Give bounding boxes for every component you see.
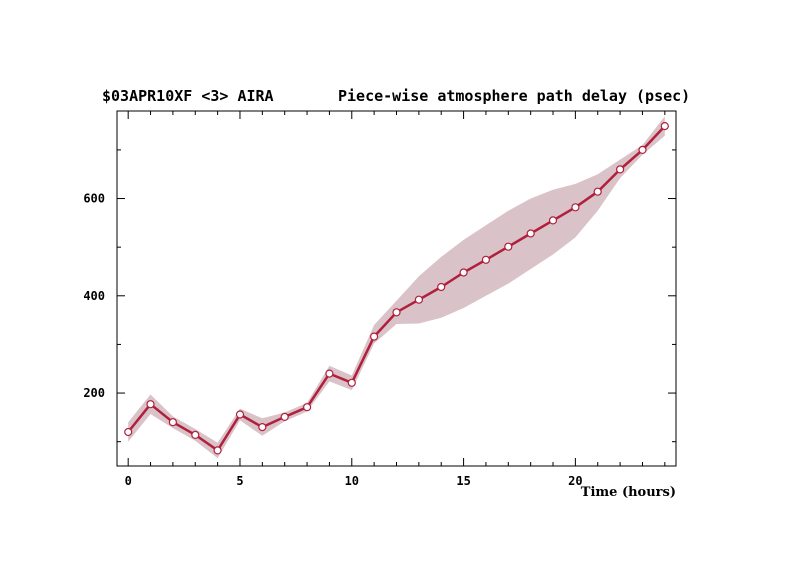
data-point — [392, 308, 401, 317]
data-point — [168, 418, 177, 427]
data-point — [325, 369, 334, 378]
x-tick-label: 0 — [125, 474, 132, 488]
y-tick-label: 400 — [83, 289, 105, 303]
data-point — [481, 255, 490, 264]
chart-title-source: $03APR10XF <3> AIRA — [102, 87, 274, 105]
x-tick-label: 5 — [236, 474, 243, 488]
data-point — [370, 332, 379, 341]
data-point — [146, 400, 155, 409]
data-point — [437, 282, 446, 292]
y-tick-label: 600 — [83, 192, 105, 206]
x-tick-label: 10 — [345, 474, 359, 488]
axis-ticks — [117, 111, 676, 466]
data-point — [660, 121, 669, 131]
data-point — [280, 412, 289, 421]
data-point — [593, 187, 602, 196]
uncertainty-band — [128, 116, 665, 459]
y-tick-label: 200 — [83, 386, 105, 400]
data-point — [235, 410, 245, 419]
data-point — [191, 430, 200, 439]
delay-series-line — [127, 125, 666, 452]
data-point — [459, 268, 468, 277]
data-point-layer — [124, 121, 669, 455]
series-line-layer — [127, 125, 666, 452]
chart-title: Piece-wise atmosphere path delay (psec) — [338, 87, 690, 105]
data-point — [526, 229, 535, 238]
uncertainty-band-layer — [128, 116, 665, 459]
x-axis-label: Time (hours) — [581, 485, 676, 500]
data-point — [347, 378, 356, 387]
x-tick-label: 20 — [568, 474, 582, 488]
data-point — [258, 423, 267, 432]
plot-frame — [116, 110, 677, 467]
x-tick-label: 15 — [456, 474, 470, 488]
data-point — [504, 242, 513, 251]
data-point — [571, 203, 580, 212]
data-point — [548, 216, 558, 225]
data-point — [213, 446, 222, 455]
axis-tick-labels: 0 5 10 15 20 200 400 600 — [83, 192, 582, 489]
data-point — [638, 145, 647, 154]
data-point — [303, 403, 312, 412]
data-point — [124, 427, 133, 437]
data-point — [615, 165, 625, 174]
data-point — [414, 295, 423, 304]
